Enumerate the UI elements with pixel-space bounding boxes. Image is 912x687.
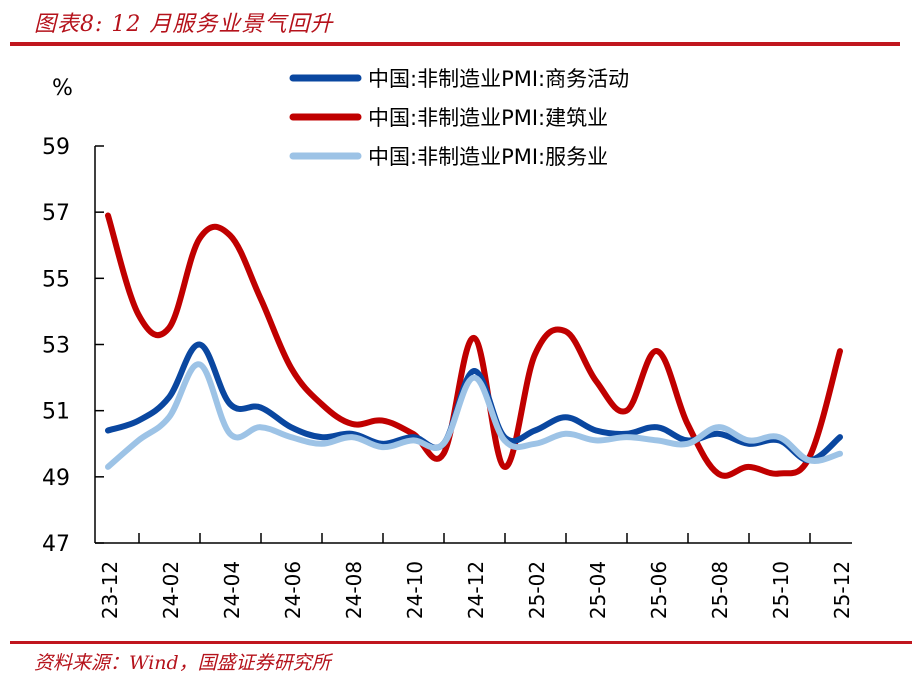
series-layer [105,212,843,479]
y-tick-label: 57 [42,201,70,226]
x-tick-label: 25-12 [830,561,854,619]
x-tick-label: 23-12 [98,561,122,619]
y-axis-unit-label: % [52,76,73,101]
x-tick-label: 25-10 [769,561,793,619]
legend-item-business-activity: 中国:非制造业PMI:商务活动 [289,67,629,91]
x-axis: 23-12 24-02 24-04 24-06 24-08 24-10 24-12 25-02… [95,533,854,619]
legend: 中国:非制造业PMI:商务活动中国:非制造业PMI:建筑业中国:非制造业PMI:… [289,67,629,169]
x-tick-label: 24-10 [403,561,427,619]
y-tick-label: 53 [42,334,70,359]
y-tick-label: 47 [42,532,70,557]
legend-label: 中国:非制造业PMI:服务业 [368,145,608,169]
legend-label: 中国:非制造业PMI:商务活动 [368,67,629,91]
line-chart: % 47 49 51 53 55 57 59 23-12 24-02 24-04 24-06 24-… [42,67,854,619]
x-tick-label: 25-02 [525,561,549,619]
legend-item-services: 中国:非制造业PMI:服务业 [289,145,608,169]
x-tick-label: 25-04 [586,561,610,619]
x-tick-label: 25-08 [708,561,732,619]
x-tick-label: 24-06 [281,561,305,619]
source-divider [10,641,912,644]
series-line-business-activity [105,341,843,464]
figure-title: 图表8: 12 月服务业景气回升 [34,12,334,37]
y-tick-label: 55 [42,267,70,292]
title-divider [10,42,900,46]
legend-label: 中国:非制造业PMI:建筑业 [368,106,608,130]
series-line-construction [105,212,843,479]
series-line-services [105,361,843,470]
x-tick-label: 24-04 [220,561,244,619]
y-tick-label: 59 [42,135,70,160]
y-tick-label: 51 [42,400,70,425]
source-note: 资料来源：Wind，国盛证券研究所 [34,652,331,674]
y-axis: 47 49 51 53 55 57 59 [42,135,104,557]
x-tick-label: 24-08 [342,561,366,619]
x-tick-label: 24-02 [159,561,183,619]
x-tick-label: 24-12 [464,561,488,619]
x-tick-label: 25-06 [647,561,671,619]
legend-item-construction: 中国:非制造业PMI:建筑业 [289,106,608,130]
y-tick-label: 49 [42,466,70,491]
